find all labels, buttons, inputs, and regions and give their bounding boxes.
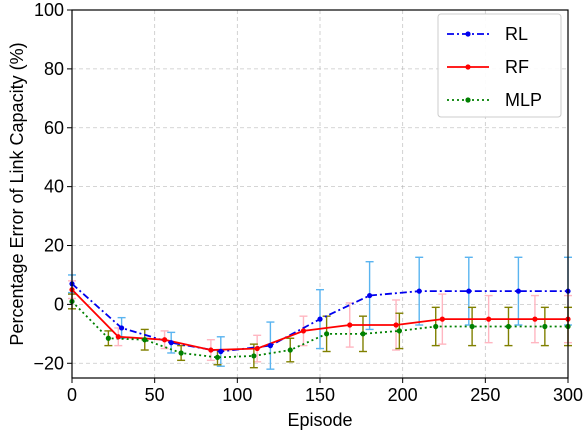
data-point-rf (532, 316, 538, 322)
data-point-rf (486, 316, 492, 322)
data-point-rf (347, 322, 353, 328)
data-point-mlp (178, 350, 184, 356)
data-point-rl (119, 325, 125, 331)
legend-item-rl: RL (447, 24, 528, 44)
data-point-mlp (287, 347, 293, 353)
data-point-mlp (396, 328, 402, 334)
data-point-rl (416, 288, 422, 294)
y-tick-label: 0 (54, 294, 64, 314)
y-tick-label: 20 (44, 236, 64, 256)
data-point-rl (515, 288, 522, 294)
data-point-mlp (469, 323, 475, 330)
data-point-rl (317, 316, 323, 322)
data-point-rl (466, 288, 472, 294)
data-point-mlp (214, 354, 221, 360)
data-point-mlp (142, 337, 148, 343)
x-tick-label: 200 (388, 385, 418, 405)
data-point-mlp (360, 331, 366, 337)
axis-ticks (67, 9, 569, 383)
legend-label-rl: RL (505, 24, 528, 44)
legend: RL RF MLP (437, 13, 562, 118)
y-tick-label: −20 (33, 353, 64, 373)
data-point-rf (208, 347, 214, 353)
data-point-mlp (251, 353, 257, 359)
data-point-rf (439, 316, 445, 322)
x-tick-label: 250 (470, 385, 500, 405)
y-tick-label: 60 (44, 118, 64, 138)
data-point-rf (254, 345, 260, 352)
legend-item-rf: RF (447, 57, 529, 77)
x-tick-label: 150 (305, 385, 335, 405)
data-point-mlp (324, 331, 330, 337)
x-tick-label: 0 (67, 385, 77, 405)
legend-label-mlp: MLP (505, 90, 542, 110)
data-point-mlp (542, 323, 548, 330)
data-point-rl (218, 348, 224, 355)
data-point-mlp (105, 335, 111, 341)
data-point-mlp (433, 323, 439, 330)
data-point-rl (168, 340, 174, 346)
x-tick-label: 100 (222, 385, 252, 405)
legend-item-mlp: MLP (447, 90, 542, 110)
data-point-rl (367, 292, 373, 299)
data-point-rf (115, 334, 121, 340)
legend-marker-rl (465, 31, 471, 37)
data-point-mlp (505, 323, 512, 330)
y-tick-label: 100 (34, 0, 64, 20)
y-tick-label: 40 (44, 177, 64, 197)
data-point-rl (267, 343, 273, 349)
y-axis-label: Percentage Error of Link Capacity (%) (7, 42, 27, 345)
y-tick-label: 80 (44, 59, 64, 79)
legend-box (437, 13, 562, 118)
data-point-rf (393, 322, 399, 328)
x-axis-label: Episode (287, 410, 352, 430)
legend-marker-rf (465, 64, 471, 70)
series-line-rf (71, 289, 568, 351)
legend-marker-mlp (465, 97, 471, 103)
legend-label-rf: RF (505, 57, 529, 77)
error-bars (68, 256, 572, 370)
data-point-rf (161, 337, 168, 343)
x-tick-label: 50 (145, 385, 165, 405)
data-point-rf (300, 328, 307, 334)
x-tick-label: 300 (553, 385, 583, 405)
